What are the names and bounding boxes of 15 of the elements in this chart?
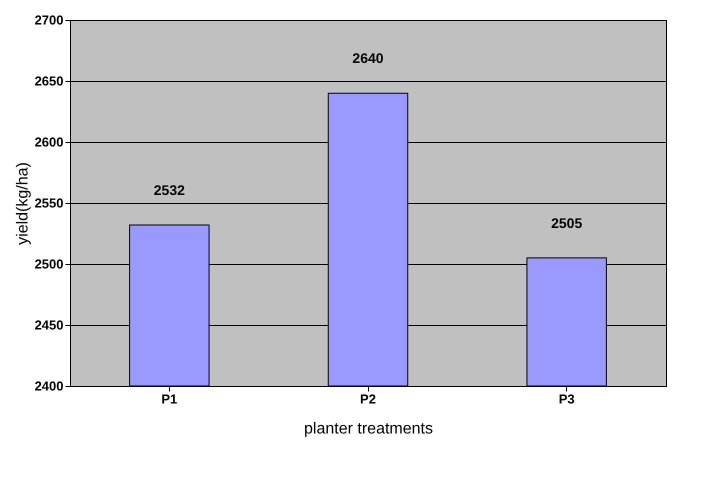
- x-tick-label: P1: [161, 392, 178, 406]
- y-axis-title: yield(kg/ha): [14, 162, 32, 245]
- x-tick-label: P3: [558, 392, 575, 406]
- data-label: 2640: [352, 50, 384, 66]
- x-axis-title: planter treatments: [304, 420, 433, 438]
- y-tick-label: 2500: [34, 256, 64, 272]
- y-tick-label: 2550: [34, 196, 64, 210]
- y-tick-label: 2600: [34, 134, 64, 150]
- data-label: 2532: [154, 182, 186, 198]
- x-tick-label: P2: [360, 392, 376, 406]
- y-tick-label: 2650: [34, 74, 64, 88]
- y-tick-label: 2700: [34, 12, 64, 28]
- data-label: 2505: [551, 214, 582, 231]
- y-tick-label: 2400: [34, 378, 64, 394]
- y-tick-label: 2450: [34, 318, 64, 332]
